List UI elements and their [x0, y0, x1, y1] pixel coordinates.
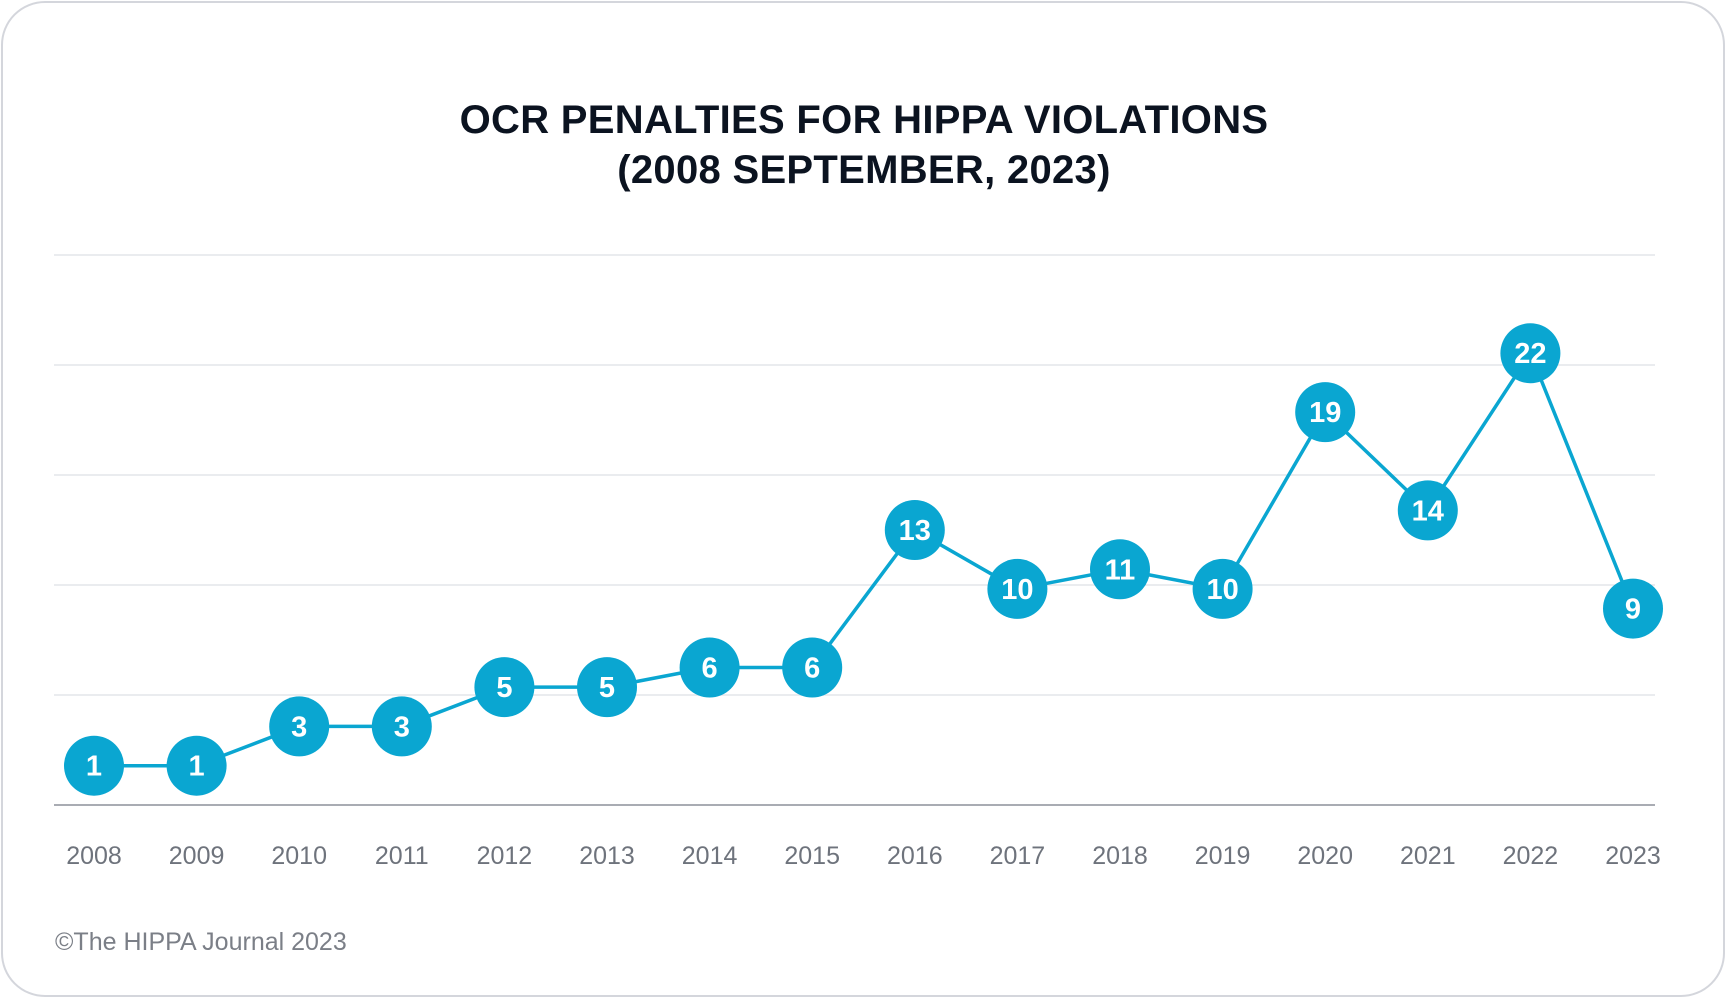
data-label: 6: [702, 653, 718, 685]
gridlines: [54, 254, 1655, 696]
data-point: 5: [474, 657, 535, 718]
x-tick-label: 2012: [477, 842, 533, 870]
data-point: 10: [987, 558, 1048, 619]
data-label: 9: [1625, 594, 1641, 626]
x-tick-label: 2022: [1503, 842, 1559, 870]
x-tick-label: 2014: [682, 842, 738, 870]
data-label: 1: [86, 751, 102, 783]
series-line: [94, 351, 1635, 768]
data-point-marker: [884, 500, 945, 560]
data-point-marker: [269, 696, 330, 757]
data-label: 14: [1412, 495, 1444, 527]
data-point-marker: [987, 558, 1048, 619]
data-point-marker: [577, 657, 637, 718]
x-tick-label: 2008: [66, 842, 122, 870]
x-tick-label: 2020: [1297, 842, 1353, 870]
copyright-credit: ©The HIPPA Journal 2023: [55, 928, 347, 956]
data-point: 3: [371, 696, 432, 757]
x-tick-label: 2023: [1605, 842, 1661, 870]
data-point-marker: [64, 735, 124, 796]
data-point-marker: [371, 696, 432, 757]
chart-subtitle: (2008 SEPTEMBER, 2023): [617, 148, 1111, 192]
data-point: 3: [269, 696, 330, 757]
data-point: 9: [1603, 578, 1663, 639]
data-point: 11: [1090, 539, 1150, 600]
data-point-marker: [474, 657, 535, 718]
x-tick-label: 2011: [375, 842, 429, 870]
x-tick-label: 2015: [784, 842, 840, 870]
x-tick-label: 2010: [271, 842, 327, 870]
data-point: 19: [1295, 382, 1356, 443]
data-label: 3: [394, 711, 410, 743]
data-point-marker: [1192, 558, 1253, 619]
data-point-marker: [1090, 539, 1150, 600]
data-label: 11: [1105, 554, 1136, 586]
data-point: 13: [884, 500, 945, 560]
x-tick-label: 2017: [990, 842, 1046, 870]
data-point: 1: [64, 735, 124, 796]
data-point-marker: [166, 735, 227, 796]
x-tick-label: 2013: [579, 842, 635, 870]
data-point-marker: [1295, 382, 1356, 443]
data-point-marker: [1500, 323, 1561, 384]
series-line-path: [94, 351, 1635, 768]
data-label: 6: [804, 653, 820, 685]
data-label: 13: [899, 515, 931, 547]
data-label: 3: [291, 711, 307, 743]
data-label: 5: [496, 672, 512, 704]
data-point: 22: [1500, 323, 1561, 384]
data-label: 10: [1206, 574, 1238, 606]
data-label: 19: [1309, 397, 1341, 429]
data-label: 5: [599, 672, 615, 704]
x-tick-labels: 2008 2009 2010 2011 2012 2013 2014 2015 2016 2017…: [66, 842, 1661, 870]
x-tick-label: 2019: [1195, 842, 1251, 870]
data-point-marker: [679, 637, 740, 698]
data-point: 14: [1397, 480, 1458, 541]
data-label: 22: [1514, 338, 1546, 370]
x-tick-label: 2016: [887, 842, 943, 870]
x-tick-label: 2021: [1400, 842, 1456, 870]
data-point-marker: [1603, 578, 1663, 639]
chart-title: OCR PENALTIES FOR HIPPA VIOLATIONS: [459, 98, 1269, 142]
data-point-marker: [1397, 480, 1458, 541]
data-point: 6: [679, 637, 740, 698]
data-label: 1: [189, 751, 205, 783]
data-label: 10: [1001, 574, 1033, 606]
data-point: 6: [782, 637, 843, 698]
x-tick-label: 2018: [1092, 842, 1148, 870]
data-point: 10: [1192, 558, 1253, 619]
data-point-marker: [782, 637, 843, 698]
data-point: 1: [166, 735, 227, 796]
x-tick-label: 2009: [169, 842, 225, 870]
data-point: 5: [577, 657, 637, 718]
